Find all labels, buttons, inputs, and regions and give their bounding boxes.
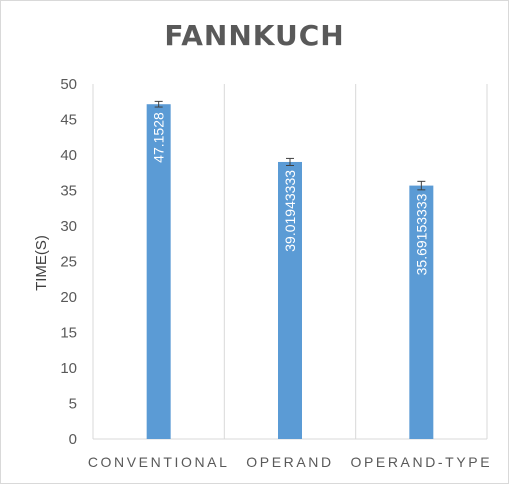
y-tick-label: 10 [60, 360, 77, 377]
bar-operand-type [409, 185, 434, 439]
y-tick-label: 40 [60, 147, 77, 164]
y-axis-label: TIME(S) [33, 235, 50, 291]
chart-title: FANNKUCH [164, 19, 345, 52]
data-label: 39.01943333 [282, 170, 298, 252]
y-tick-label: 5 [69, 396, 77, 413]
y-tick-label: 0 [69, 431, 77, 448]
x-category-label: CONVENTIONAL [88, 454, 230, 470]
y-tick-label: 45 [60, 112, 77, 129]
data-label: 47.1528 [151, 112, 167, 163]
y-tick-label: 25 [60, 254, 77, 271]
data-label: 35.69153333 [413, 193, 429, 275]
bar-conventional [146, 104, 171, 439]
y-tick-label: 50 [60, 76, 77, 93]
y-tick-label: 20 [60, 289, 77, 306]
bar-operand [278, 161, 302, 439]
y-tick-label: 30 [60, 218, 77, 235]
y-tick-label: 35 [60, 183, 77, 200]
y-tick-label: 15 [60, 325, 77, 342]
x-category-label: OPERAND-TYPE [350, 454, 492, 470]
x-category-label: OPERAND [246, 454, 333, 470]
